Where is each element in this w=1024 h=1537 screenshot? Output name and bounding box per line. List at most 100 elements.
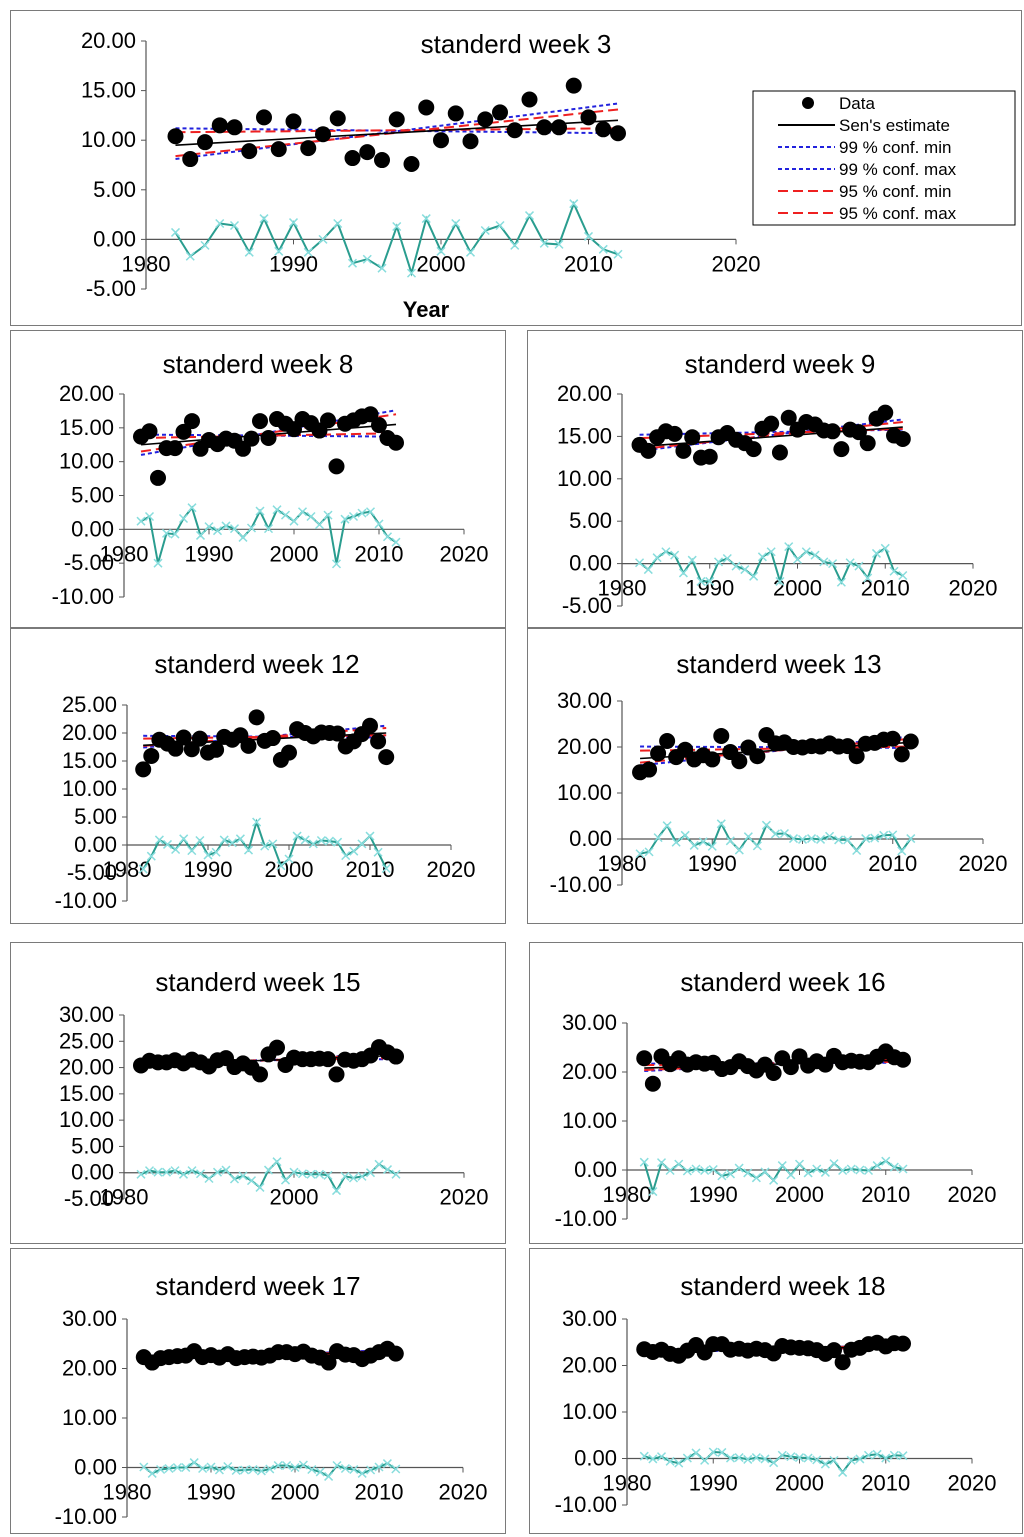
residual-marker (888, 830, 898, 840)
data-point (167, 440, 183, 457)
data-point (320, 1051, 336, 1068)
y-tick-label: 5.00 (71, 1133, 114, 1158)
y-tick-label: 0.00 (74, 832, 117, 857)
data-point (269, 1039, 285, 1056)
residual-marker (794, 1453, 805, 1463)
residual-marker (263, 524, 274, 534)
residual-marker (219, 835, 229, 845)
residual-marker (221, 1165, 231, 1175)
residual-marker (357, 1468, 367, 1478)
residual-marker (861, 834, 871, 844)
residual-marker (863, 573, 873, 583)
residual-marker (306, 1169, 316, 1179)
residual-marker (153, 1167, 163, 1177)
x-tick-label: 2010 (564, 251, 613, 276)
residual-marker (803, 1168, 813, 1178)
legend-label: 95 % conf. min (839, 182, 951, 201)
y-tick-label: 20.00 (59, 381, 114, 406)
data-point (771, 444, 788, 461)
residual-marker (838, 1467, 848, 1477)
x-tick-label: 1980 (100, 541, 149, 566)
residual-marker (777, 1450, 787, 1460)
residual-marker (846, 1455, 856, 1465)
data-point (256, 109, 272, 126)
residual-marker (374, 1159, 384, 1169)
residual-marker (682, 1166, 692, 1176)
legend-marker-data (802, 97, 814, 109)
residual-marker (229, 1174, 240, 1184)
y-tick-label: 30.00 (62, 1306, 117, 1331)
residual-marker (308, 839, 318, 849)
data-point (329, 110, 346, 127)
residual-marker (539, 238, 549, 248)
data-point (264, 730, 281, 747)
residual-marker (263, 1165, 274, 1175)
residual-marker (246, 523, 257, 533)
residual-marker (752, 841, 762, 851)
residual-marker (897, 846, 907, 856)
residual-marker (480, 225, 490, 236)
y-tick-label: 0.00 (93, 226, 136, 251)
x-tick-label: 2010 (868, 851, 917, 876)
residual-marker (323, 510, 333, 520)
data-point (492, 104, 508, 121)
data-point (175, 729, 192, 746)
residual-marker (377, 263, 387, 273)
residual-marker (898, 1164, 908, 1174)
residual-marker (161, 528, 172, 538)
residual-marker (170, 1166, 180, 1176)
x-tick-label: 1980 (598, 576, 647, 601)
data-point (315, 126, 331, 143)
residual-marker (347, 258, 358, 268)
y-tick-label: 0.00 (569, 826, 612, 851)
residual-marker (185, 251, 195, 261)
residual-marker (206, 1462, 216, 1472)
residual-marker (698, 837, 708, 847)
residual-marker (214, 1465, 224, 1475)
residual-marker (825, 831, 835, 841)
data-point (143, 747, 160, 764)
x-tick-label: 1990 (689, 1182, 738, 1207)
x-tick-label: 2020 (948, 1471, 997, 1496)
residual-line (174, 201, 619, 277)
residual-marker (760, 1454, 770, 1464)
y-tick-label: -5.00 (64, 1186, 114, 1211)
data-point (894, 430, 911, 447)
residual-marker (382, 1459, 392, 1469)
data-point (824, 423, 841, 440)
data-point (362, 406, 379, 423)
residual-marker (451, 218, 461, 229)
data-point (344, 150, 361, 167)
data-point (895, 1051, 911, 1068)
data-point (371, 417, 387, 434)
x-tick-label: 2020 (439, 1480, 488, 1505)
data-point (447, 105, 464, 122)
residual-marker (300, 835, 310, 845)
x-tick-label: 1990 (688, 851, 737, 876)
chart-svg: standerd week 17 -10.00 0.00 10.00 20.00 30.0… (55, 1271, 488, 1529)
chart-title: standerd week 16 (680, 967, 885, 997)
residual-marker (670, 550, 680, 560)
residual-marker (187, 1166, 197, 1176)
x-tick-label: 2010 (861, 1471, 910, 1496)
y-tick-label: -5.00 (562, 593, 612, 618)
residual-marker (314, 1169, 325, 1179)
residual-marker (391, 1169, 401, 1179)
residual-marker (717, 1447, 727, 1457)
residual-marker (187, 846, 197, 856)
residual-marker (373, 847, 383, 857)
residual-marker (725, 1169, 736, 1179)
residual-marker (734, 845, 744, 855)
residual-marker (198, 1463, 208, 1474)
y-tick-label: -5.00 (86, 276, 136, 301)
residual-marker (284, 854, 294, 864)
residual-marker (252, 817, 262, 827)
chart-title: standerd week 3 (421, 29, 612, 59)
data-point (565, 77, 582, 94)
residual-marker (828, 559, 838, 569)
data-point (666, 425, 683, 442)
residual-marker (229, 524, 240, 534)
residual-marker (743, 832, 753, 842)
residual-marker (240, 1465, 250, 1475)
residual-marker (436, 246, 446, 256)
